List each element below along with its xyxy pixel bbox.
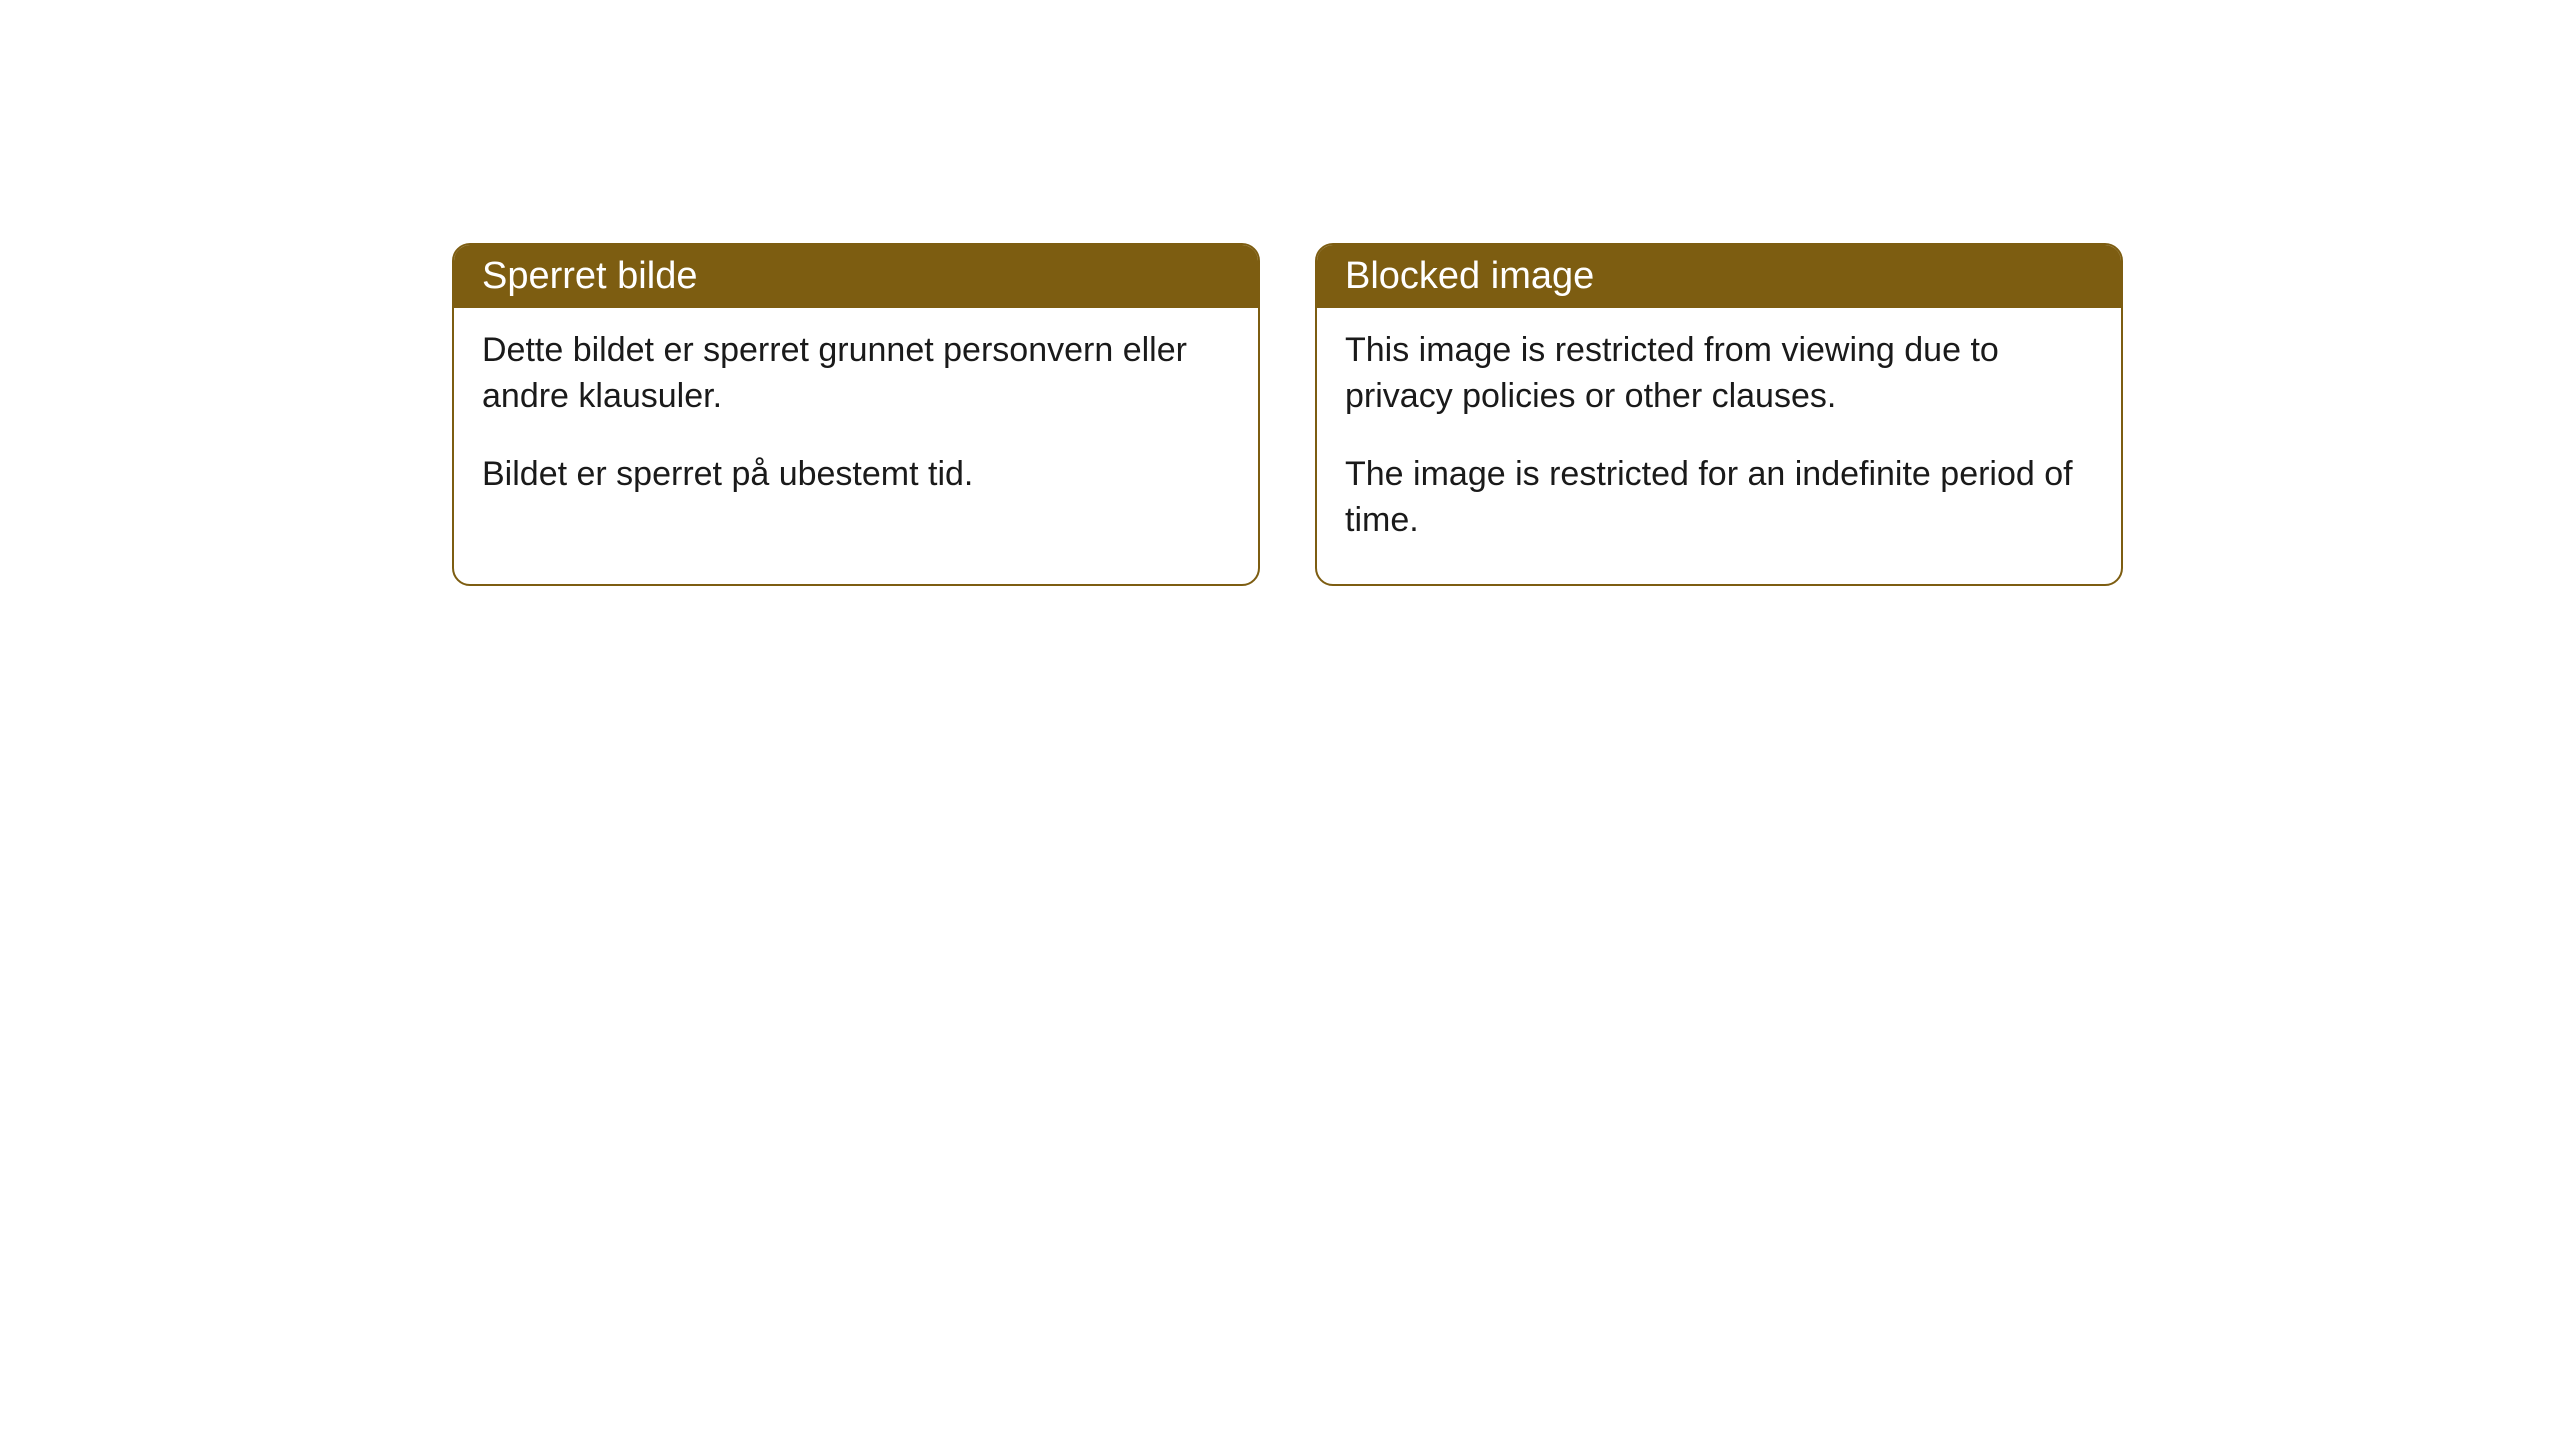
card-header-english: Blocked image	[1317, 245, 2121, 308]
card-text-norwegian-1: Dette bildet er sperret grunnet personve…	[482, 328, 1230, 420]
card-header-norwegian: Sperret bilde	[454, 245, 1258, 308]
cards-container: Sperret bilde Dette bildet er sperret gr…	[452, 243, 2123, 586]
card-english: Blocked image This image is restricted f…	[1315, 243, 2123, 586]
card-text-english-1: This image is restricted from viewing du…	[1345, 328, 2093, 420]
card-text-english-2: The image is restricted for an indefinit…	[1345, 452, 2093, 544]
card-norwegian: Sperret bilde Dette bildet er sperret gr…	[452, 243, 1260, 586]
card-text-norwegian-2: Bildet er sperret på ubestemt tid.	[482, 452, 1230, 498]
card-body-english: This image is restricted from viewing du…	[1317, 308, 2121, 584]
card-body-norwegian: Dette bildet er sperret grunnet personve…	[454, 308, 1258, 538]
